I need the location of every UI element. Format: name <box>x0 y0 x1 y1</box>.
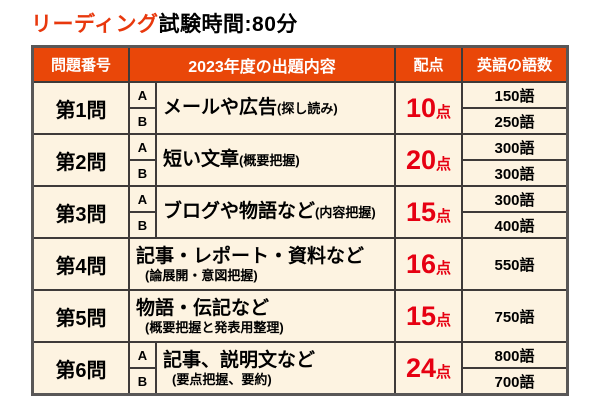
word-count-b: 300語 <box>463 159 566 185</box>
points-wrap: 15 点 <box>406 301 451 332</box>
word-count-column: 300語 300語 <box>463 135 566 185</box>
word-count-a: 150語 <box>494 87 535 105</box>
sub-question-a: A <box>137 87 148 103</box>
header-question-number: 問題番号 <box>34 48 130 81</box>
points-unit: 点 <box>436 207 452 225</box>
points-value: 15 <box>405 196 437 227</box>
content-cell: ブログや物語など (内容把握) <box>157 187 396 237</box>
table-header-row: 問題番号 2023年度の出題内容 配点 英語の語数 <box>34 48 566 81</box>
sub-question-column: A B <box>130 343 157 393</box>
points-unit: 点 <box>436 311 452 329</box>
content-cell: 短い文章 (概要把握) <box>157 135 396 185</box>
points-wrap: 20 点 <box>406 145 451 176</box>
points-value: 20 <box>405 144 437 175</box>
word-count-b: 400語 <box>463 211 566 237</box>
sub-question-column: A B <box>130 135 157 185</box>
points-unit: 点 <box>436 363 452 381</box>
points-value: 16 <box>405 248 437 279</box>
word-count-a: 300語 <box>494 139 535 157</box>
question-number: 第5問 <box>34 291 130 341</box>
points-wrap: 24 点 <box>406 353 451 384</box>
word-count-a: 300語 <box>494 191 535 209</box>
sub-question-a: A <box>137 347 148 363</box>
points-unit: 点 <box>436 155 452 173</box>
content-main: 記事、説明文など <box>163 349 316 371</box>
title-rest: 試験時間:80分 <box>158 13 298 36</box>
question-number: 第2問 <box>34 135 130 185</box>
points-unit: 点 <box>436 103 452 121</box>
points-wrap: 15 点 <box>406 197 451 228</box>
points-cell: 24 点 <box>396 343 463 393</box>
content-note: (要点把握、要約) <box>172 371 272 387</box>
sub-question-b: B <box>130 107 155 133</box>
content-cell: 物語・伝記など (概要把握と発表用整理) <box>130 291 396 341</box>
content-main: 物語・伝記など <box>136 297 270 319</box>
points-unit: 点 <box>436 259 452 277</box>
sub-question-column: A B <box>130 83 157 133</box>
content-main: 記事・レポート・資料など <box>136 245 365 267</box>
word-count-column: 150語 250語 <box>463 83 566 133</box>
sub-question-b: B <box>130 159 155 185</box>
question-number: 第3問 <box>34 187 130 237</box>
header-content: 2023年度の出題内容 <box>130 48 396 81</box>
word-count: 750語 <box>494 308 535 326</box>
content-main: メールや広告 <box>163 97 278 118</box>
word-count-a: 800語 <box>494 347 535 365</box>
page-title: リーディング試験時間:80分 <box>31 8 569 38</box>
title-highlight: リーディング <box>31 13 159 36</box>
header-points: 配点 <box>396 48 463 81</box>
points-value: 15 <box>405 300 437 331</box>
word-count-column: 800語 700語 <box>463 343 566 393</box>
table-row-q4: 第4問 記事・レポート・資料など (論展開・意図把握) 16 点 550語 <box>34 237 566 289</box>
sub-question-b: B <box>130 211 155 237</box>
points-value: 10 <box>405 92 437 123</box>
content-cell: 記事、説明文など (要点把握、要約) <box>157 343 396 393</box>
table-row-q5: 第5問 物語・伝記など (概要把握と発表用整理) 15 点 750語 <box>34 289 566 341</box>
content-note: (概要把握) <box>239 152 300 168</box>
word-count-column: 300語 400語 <box>463 187 566 237</box>
sub-question-b: B <box>130 367 155 393</box>
sub-question-a: A <box>137 191 148 207</box>
content-main: 短い文章 <box>163 149 240 170</box>
content-cell: 記事・レポート・資料など (論展開・意図把握) <box>130 239 396 289</box>
content-note: (内容把握) <box>315 204 376 220</box>
word-count: 550語 <box>494 256 535 274</box>
points-wrap: 16 点 <box>406 249 451 280</box>
table-row-q3: 第3問 A B ブログや物語など (内容把握) 15 点 300語 400語 <box>34 185 566 237</box>
sub-question-column: A B <box>130 187 157 237</box>
content-main: ブログや物語など <box>163 201 316 222</box>
points-cell: 20 点 <box>396 135 463 185</box>
question-number: 第4問 <box>34 239 130 289</box>
word-count-b: 700語 <box>463 367 566 393</box>
content-cell: メールや広告 (探し読み) <box>157 83 396 133</box>
table-row-q1: 第1問 A B メールや広告 (探し読み) 10 点 150語 250語 <box>34 81 566 133</box>
question-number: 第6問 <box>34 343 130 393</box>
word-count-column: 550語 <box>463 239 566 289</box>
exam-structure-table: 問題番号 2023年度の出題内容 配点 英語の語数 第1問 A B メールや広告… <box>31 45 569 396</box>
content-note: (概要把握と発表用整理) <box>145 319 284 335</box>
points-cell: 15 点 <box>396 187 463 237</box>
header-word-count: 英語の語数 <box>476 57 552 74</box>
sub-question-a: A <box>137 139 148 155</box>
content-note: (論展開・意図把握) <box>145 267 258 283</box>
word-count-b: 250語 <box>463 107 566 133</box>
word-count-column: 750語 <box>463 291 566 341</box>
content-note: (探し読み) <box>277 100 338 116</box>
points-wrap: 10 点 <box>406 93 451 124</box>
points-value: 24 <box>405 352 437 383</box>
question-number: 第1問 <box>34 83 130 133</box>
points-cell: 10 点 <box>396 83 463 133</box>
points-cell: 15 点 <box>396 291 463 341</box>
points-cell: 16 点 <box>396 239 463 289</box>
table-row-q6: 第6問 A B 記事、説明文など (要点把握、要約) 24 点 800語 700語 <box>34 341 566 393</box>
table-row-q2: 第2問 A B 短い文章 (概要把握) 20 点 300語 300語 <box>34 133 566 185</box>
